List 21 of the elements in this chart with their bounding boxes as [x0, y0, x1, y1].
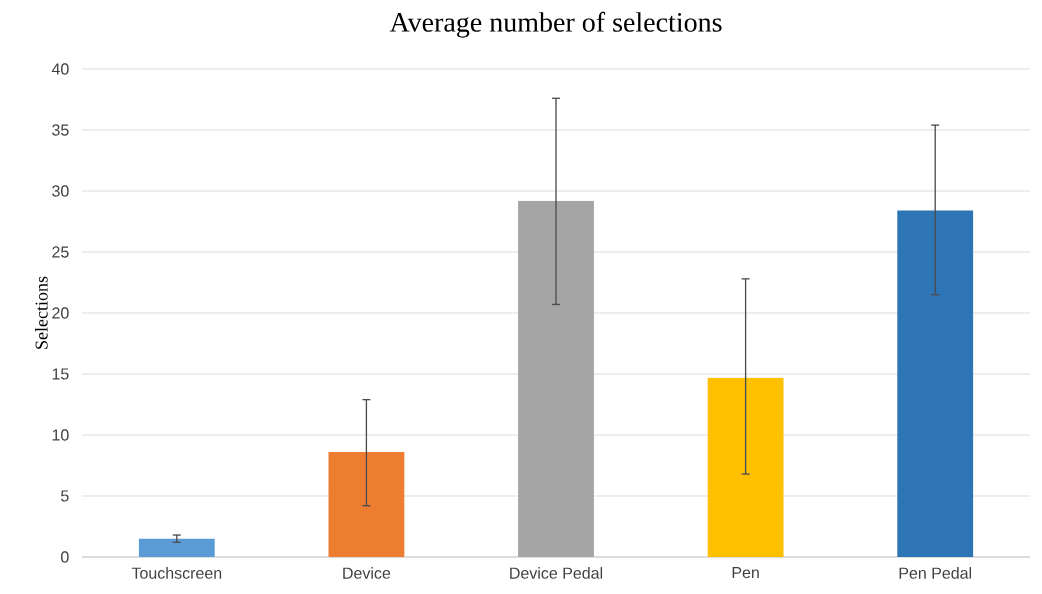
y-axis-title: Selections — [35, 276, 48, 349]
bar — [518, 200, 594, 557]
x-tick-label: Pen Pedal — [899, 567, 972, 579]
y-tick-label: 35 — [52, 124, 69, 136]
y-tick-label: 5 — [61, 490, 69, 502]
x-tick-label: Device — [343, 567, 391, 579]
bar — [897, 210, 974, 557]
x-tick-label: Pen — [732, 567, 759, 579]
x-tick-label: Touchscreen — [131, 567, 222, 579]
y-tick-label: 10 — [52, 429, 69, 441]
y-tick-label: 0 — [61, 551, 69, 563]
bar — [138, 538, 215, 557]
y-tick-label: 30 — [52, 185, 69, 197]
chart-title: Average number of selections — [389, 11, 722, 38]
bar — [328, 452, 405, 557]
y-tick-label: 40 — [51, 63, 69, 75]
bar — [707, 377, 784, 557]
y-tick-label: 25 — [52, 246, 69, 258]
x-tick-label: Device Pedal — [510, 567, 603, 579]
y-tick-label: 15 — [52, 368, 69, 380]
y-tick-label: 20 — [52, 307, 69, 319]
